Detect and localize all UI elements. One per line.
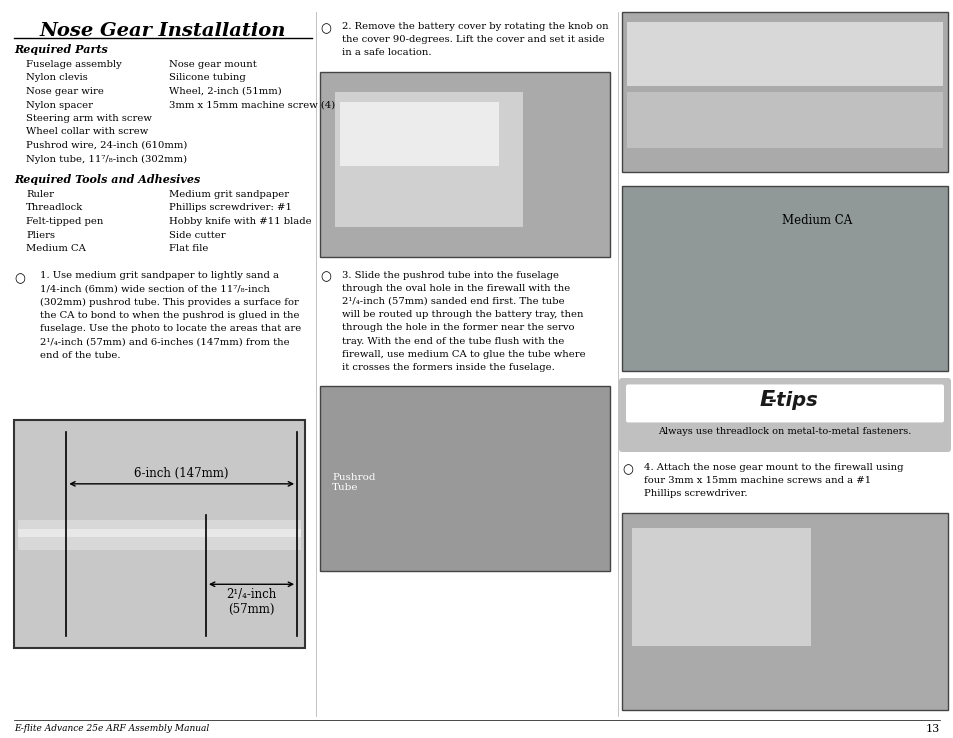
Text: 2¹/₄-inch
(57mm): 2¹/₄-inch (57mm) xyxy=(226,588,276,616)
Text: -tips: -tips xyxy=(767,390,817,410)
Text: 4. Attach the nose gear mount to the firewall using: 4. Attach the nose gear mount to the fir… xyxy=(643,463,902,472)
Text: Required Parts: Required Parts xyxy=(14,44,108,55)
Bar xyxy=(631,528,810,646)
Text: E-flite Advance 25e ARF Assembly Manual: E-flite Advance 25e ARF Assembly Manual xyxy=(14,724,209,733)
Bar xyxy=(335,92,523,227)
Text: 2¹/₄-inch (57mm) sanded end first. The tube: 2¹/₄-inch (57mm) sanded end first. The t… xyxy=(341,297,564,306)
FancyBboxPatch shape xyxy=(618,378,950,452)
Bar xyxy=(319,386,609,571)
Text: will be routed up through the battery tray, then: will be routed up through the battery tr… xyxy=(341,310,583,320)
Bar xyxy=(621,12,947,172)
Text: through the hole in the former near the servo: through the hole in the former near the … xyxy=(341,323,574,332)
Text: Nose Gear Installation: Nose Gear Installation xyxy=(40,22,286,40)
Text: Phillips screwdriver: #1: Phillips screwdriver: #1 xyxy=(169,204,292,213)
Text: Pushrod wire, 24-inch (610mm): Pushrod wire, 24-inch (610mm) xyxy=(26,141,187,150)
Bar xyxy=(626,22,942,86)
Bar xyxy=(621,513,947,710)
Bar xyxy=(621,186,947,371)
Text: Threadlock: Threadlock xyxy=(26,204,83,213)
Bar xyxy=(319,72,609,257)
Text: ○: ○ xyxy=(319,271,331,283)
Text: 3. Slide the pushrod tube into the fuselage: 3. Slide the pushrod tube into the fusel… xyxy=(341,271,558,280)
Text: through the oval hole in the firewall with the: through the oval hole in the firewall wi… xyxy=(341,284,570,293)
Text: Medium CA: Medium CA xyxy=(781,214,852,227)
Text: tray. With the end of the tube flush with the: tray. With the end of the tube flush wit… xyxy=(341,337,564,345)
Text: Always use threadlock on metal-to-metal fasteners.: Always use threadlock on metal-to-metal … xyxy=(658,427,911,436)
Text: Nylon tube, 11⁷/₈-inch (302mm): Nylon tube, 11⁷/₈-inch (302mm) xyxy=(26,154,187,164)
Text: 3mm x 15mm machine screw (4): 3mm x 15mm machine screw (4) xyxy=(169,100,335,109)
Text: Nose gear mount: Nose gear mount xyxy=(169,60,256,69)
Text: ○: ○ xyxy=(621,463,632,476)
Text: Nose gear wire: Nose gear wire xyxy=(26,87,104,96)
Text: Ruler: Ruler xyxy=(26,190,54,199)
Text: Silicone tubing: Silicone tubing xyxy=(169,74,246,83)
Text: end of the tube.: end of the tube. xyxy=(40,351,120,359)
Text: it crosses the formers inside the fuselage.: it crosses the formers inside the fusela… xyxy=(341,363,554,372)
Text: E: E xyxy=(759,390,774,410)
Text: (302mm) pushrod tube. This provides a surface for: (302mm) pushrod tube. This provides a su… xyxy=(40,298,298,307)
Bar xyxy=(18,520,301,550)
Bar xyxy=(626,92,942,148)
Text: fuselage. Use the photo to locate the areas that are: fuselage. Use the photo to locate the ar… xyxy=(40,324,301,334)
Text: 1. Use medium grit sandpaper to lightly sand a: 1. Use medium grit sandpaper to lightly … xyxy=(40,272,278,280)
Text: Felt-tipped pen: Felt-tipped pen xyxy=(26,217,103,226)
Text: Fuselage assembly: Fuselage assembly xyxy=(26,60,122,69)
Text: four 3mm x 15mm machine screws and a #1: four 3mm x 15mm machine screws and a #1 xyxy=(643,476,870,485)
Text: ○: ○ xyxy=(14,272,25,286)
Text: Side cutter: Side cutter xyxy=(169,230,226,240)
FancyBboxPatch shape xyxy=(625,384,943,422)
Text: Medium grit sandpaper: Medium grit sandpaper xyxy=(169,190,289,199)
Text: the CA to bond to when the pushrod is glued in the: the CA to bond to when the pushrod is gl… xyxy=(40,311,299,320)
Text: Flat file: Flat file xyxy=(169,244,208,253)
Text: ○: ○ xyxy=(319,22,331,35)
Text: Required Tools and Adhesives: Required Tools and Adhesives xyxy=(14,174,200,185)
Text: Nylon clevis: Nylon clevis xyxy=(26,74,88,83)
Text: 2¹/₄-inch (57mm) and 6-inches (147mm) from the: 2¹/₄-inch (57mm) and 6-inches (147mm) fr… xyxy=(40,337,290,347)
Text: 2. Remove the battery cover by rotating the knob on: 2. Remove the battery cover by rotating … xyxy=(341,22,608,31)
Text: 6-inch (147mm): 6-inch (147mm) xyxy=(134,467,229,480)
Bar xyxy=(339,102,499,166)
Bar xyxy=(18,529,301,537)
Text: 13: 13 xyxy=(924,724,939,734)
Text: Hobby knife with #11 blade: Hobby knife with #11 blade xyxy=(169,217,312,226)
Text: Medium CA: Medium CA xyxy=(26,244,86,253)
Text: 1/4-inch (6mm) wide section of the 11⁷/₈-inch: 1/4-inch (6mm) wide section of the 11⁷/₈… xyxy=(40,285,270,294)
Text: Wheel collar with screw: Wheel collar with screw xyxy=(26,128,148,137)
Text: Wheel, 2-inch (51mm): Wheel, 2-inch (51mm) xyxy=(169,87,281,96)
Text: Nylon spacer: Nylon spacer xyxy=(26,100,92,109)
Text: Pushrod
Tube: Pushrod Tube xyxy=(332,473,375,492)
Text: in a safe location.: in a safe location. xyxy=(341,49,431,58)
Text: Phillips screwdriver.: Phillips screwdriver. xyxy=(643,489,747,498)
Text: firewall, use medium CA to glue the tube where: firewall, use medium CA to glue the tube… xyxy=(341,350,585,359)
Bar xyxy=(14,420,305,648)
Text: Pliers: Pliers xyxy=(26,230,55,240)
Text: the cover 90-degrees. Lift the cover and set it aside: the cover 90-degrees. Lift the cover and… xyxy=(341,35,604,44)
Text: Steering arm with screw: Steering arm with screw xyxy=(26,114,152,123)
